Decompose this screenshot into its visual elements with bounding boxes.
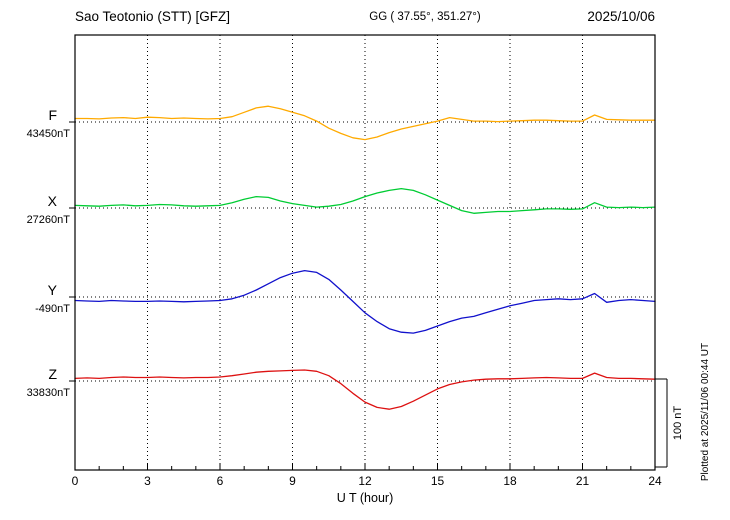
scale-bar-label: 100 nT: [672, 406, 684, 441]
chart-content: 0 3 6 9 12 15 18 21 24 F 43450nT X 27260nT Y -490nT Z 33…: [27, 35, 662, 488]
baseline-value-F: 43450nT: [27, 128, 71, 140]
component-label-Y: Y: [48, 282, 58, 298]
x-tick-label-18: 18: [503, 474, 517, 488]
x-tick-label-15: 15: [431, 474, 445, 488]
trace-X: [74, 187, 656, 214]
component-label-F: F: [48, 107, 57, 123]
x-tick-label-24: 24: [648, 474, 662, 488]
baseline-value-X: 27260nT: [27, 214, 71, 226]
x-tick-label-0: 0: [72, 474, 79, 488]
component-label-X: X: [48, 193, 58, 209]
baseline-value-Y: -490nT: [35, 303, 70, 315]
x-tick-label-6: 6: [217, 474, 224, 488]
trace-F: [74, 105, 656, 141]
plot-frame: [74, 34, 656, 471]
plot-date: 2025/10/06: [587, 9, 655, 24]
x-tick-label-21: 21: [576, 474, 590, 488]
trace-Z: [74, 369, 656, 410]
scale-bar: 100 nT: [655, 378, 684, 468]
x-axis-label: U T (hour): [337, 491, 394, 505]
station-title: Sao Teotonio (STT) [GFZ]: [75, 9, 230, 24]
x-tick-label-9: 9: [289, 474, 296, 488]
geo-coords: GG ( 37.55°, 351.27°): [369, 11, 481, 23]
plotted-at-note: Plotted at 2025/11/06 00:44 UT: [700, 343, 711, 481]
trace-Y: [74, 269, 656, 334]
x-tick-label-3: 3: [144, 474, 151, 488]
x-tick-label-12: 12: [358, 474, 372, 488]
baseline-value-Z: 33830nT: [27, 387, 71, 399]
component-label-Z: Z: [48, 366, 57, 382]
